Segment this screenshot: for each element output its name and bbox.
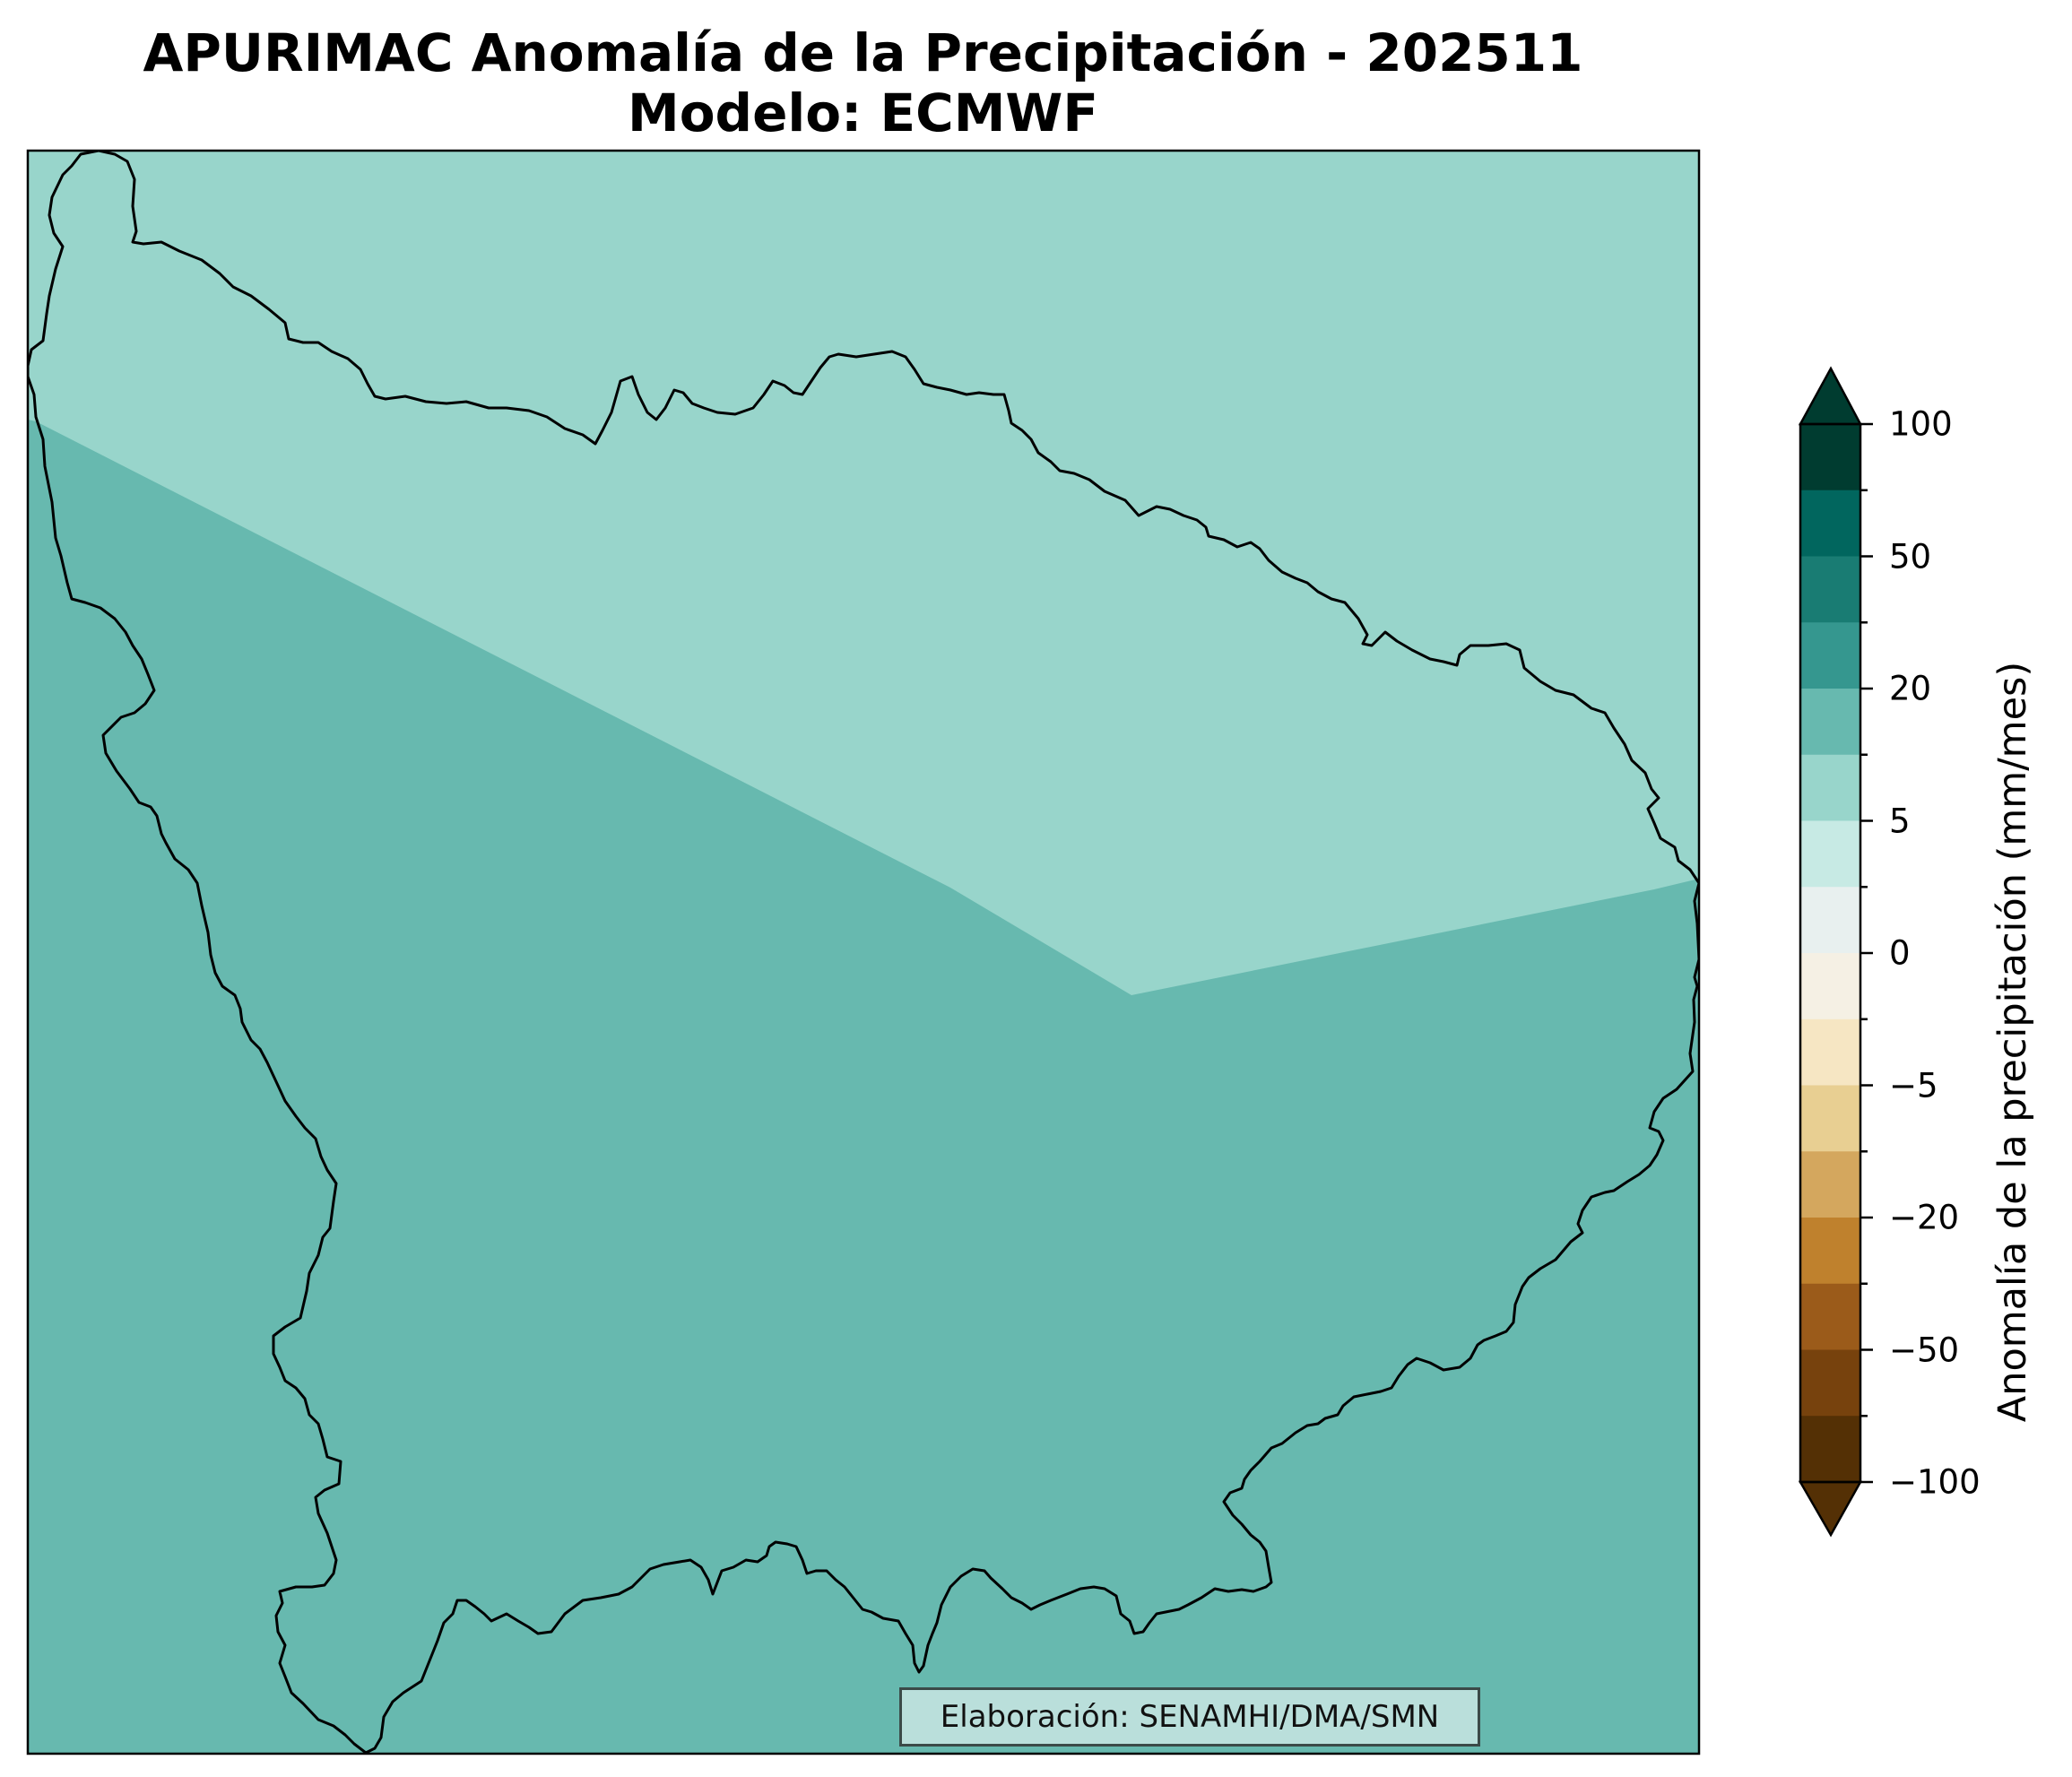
colorbar-tick-label: 100 bbox=[1889, 404, 1953, 444]
colorbar-band bbox=[1800, 1019, 1860, 1086]
colorbar-band bbox=[1800, 754, 1860, 821]
colorbar-band bbox=[1800, 1349, 1860, 1417]
colorbar-band bbox=[1800, 490, 1860, 557]
map-plot-area bbox=[28, 151, 1699, 1754]
colorbar-band bbox=[1800, 820, 1860, 888]
colorbar-tick-label: −100 bbox=[1889, 1462, 1981, 1502]
map-subtitle: Modelo: ECMWF bbox=[627, 82, 1099, 143]
colorbar-tick-label: 0 bbox=[1889, 933, 1911, 973]
colorbar-extend-high bbox=[1798, 366, 1863, 426]
region-boundary bbox=[28, 151, 1699, 1754]
colorbar-band bbox=[1800, 622, 1860, 689]
colorbar-band bbox=[1800, 1416, 1860, 1483]
anomaly-zone-north bbox=[28, 151, 1699, 995]
colorbar-band bbox=[1800, 424, 1860, 491]
colorbar-band bbox=[1800, 1218, 1860, 1285]
colorbar-tick-label: 5 bbox=[1889, 802, 1911, 840]
colorbar-tick-label: −5 bbox=[1889, 1066, 1938, 1105]
colorbar-band bbox=[1800, 953, 1860, 1020]
colorbar-extend-low bbox=[1798, 1480, 1863, 1538]
colorbar bbox=[1798, 366, 1873, 1538]
colorbar-label: Anomalía de la precipitación (mm/mes) bbox=[1990, 661, 2035, 1423]
colorbar-tick-label: 50 bbox=[1889, 537, 1932, 576]
credit-text: Elaboración: SENAMHI/DMA/SMN bbox=[940, 1699, 1440, 1735]
map-title: APURIMAC Anomalía de la Precipitación - … bbox=[143, 22, 1583, 83]
colorbar-band bbox=[1800, 689, 1860, 756]
colorbar-band bbox=[1800, 1151, 1860, 1218]
colorbar-band bbox=[1800, 556, 1860, 623]
map-frame bbox=[26, 149, 1701, 1755]
colorbar-tick-label: −20 bbox=[1889, 1198, 1960, 1237]
credit-box: Elaboración: SENAMHI/DMA/SMN bbox=[899, 1687, 1480, 1747]
colorbar-tick-label: −50 bbox=[1889, 1331, 1960, 1369]
colorbar-band bbox=[1800, 1283, 1860, 1350]
colorbar-band bbox=[1800, 887, 1860, 954]
colorbar-tick-label: 20 bbox=[1889, 669, 1932, 708]
colorbar-band bbox=[1800, 1085, 1860, 1152]
